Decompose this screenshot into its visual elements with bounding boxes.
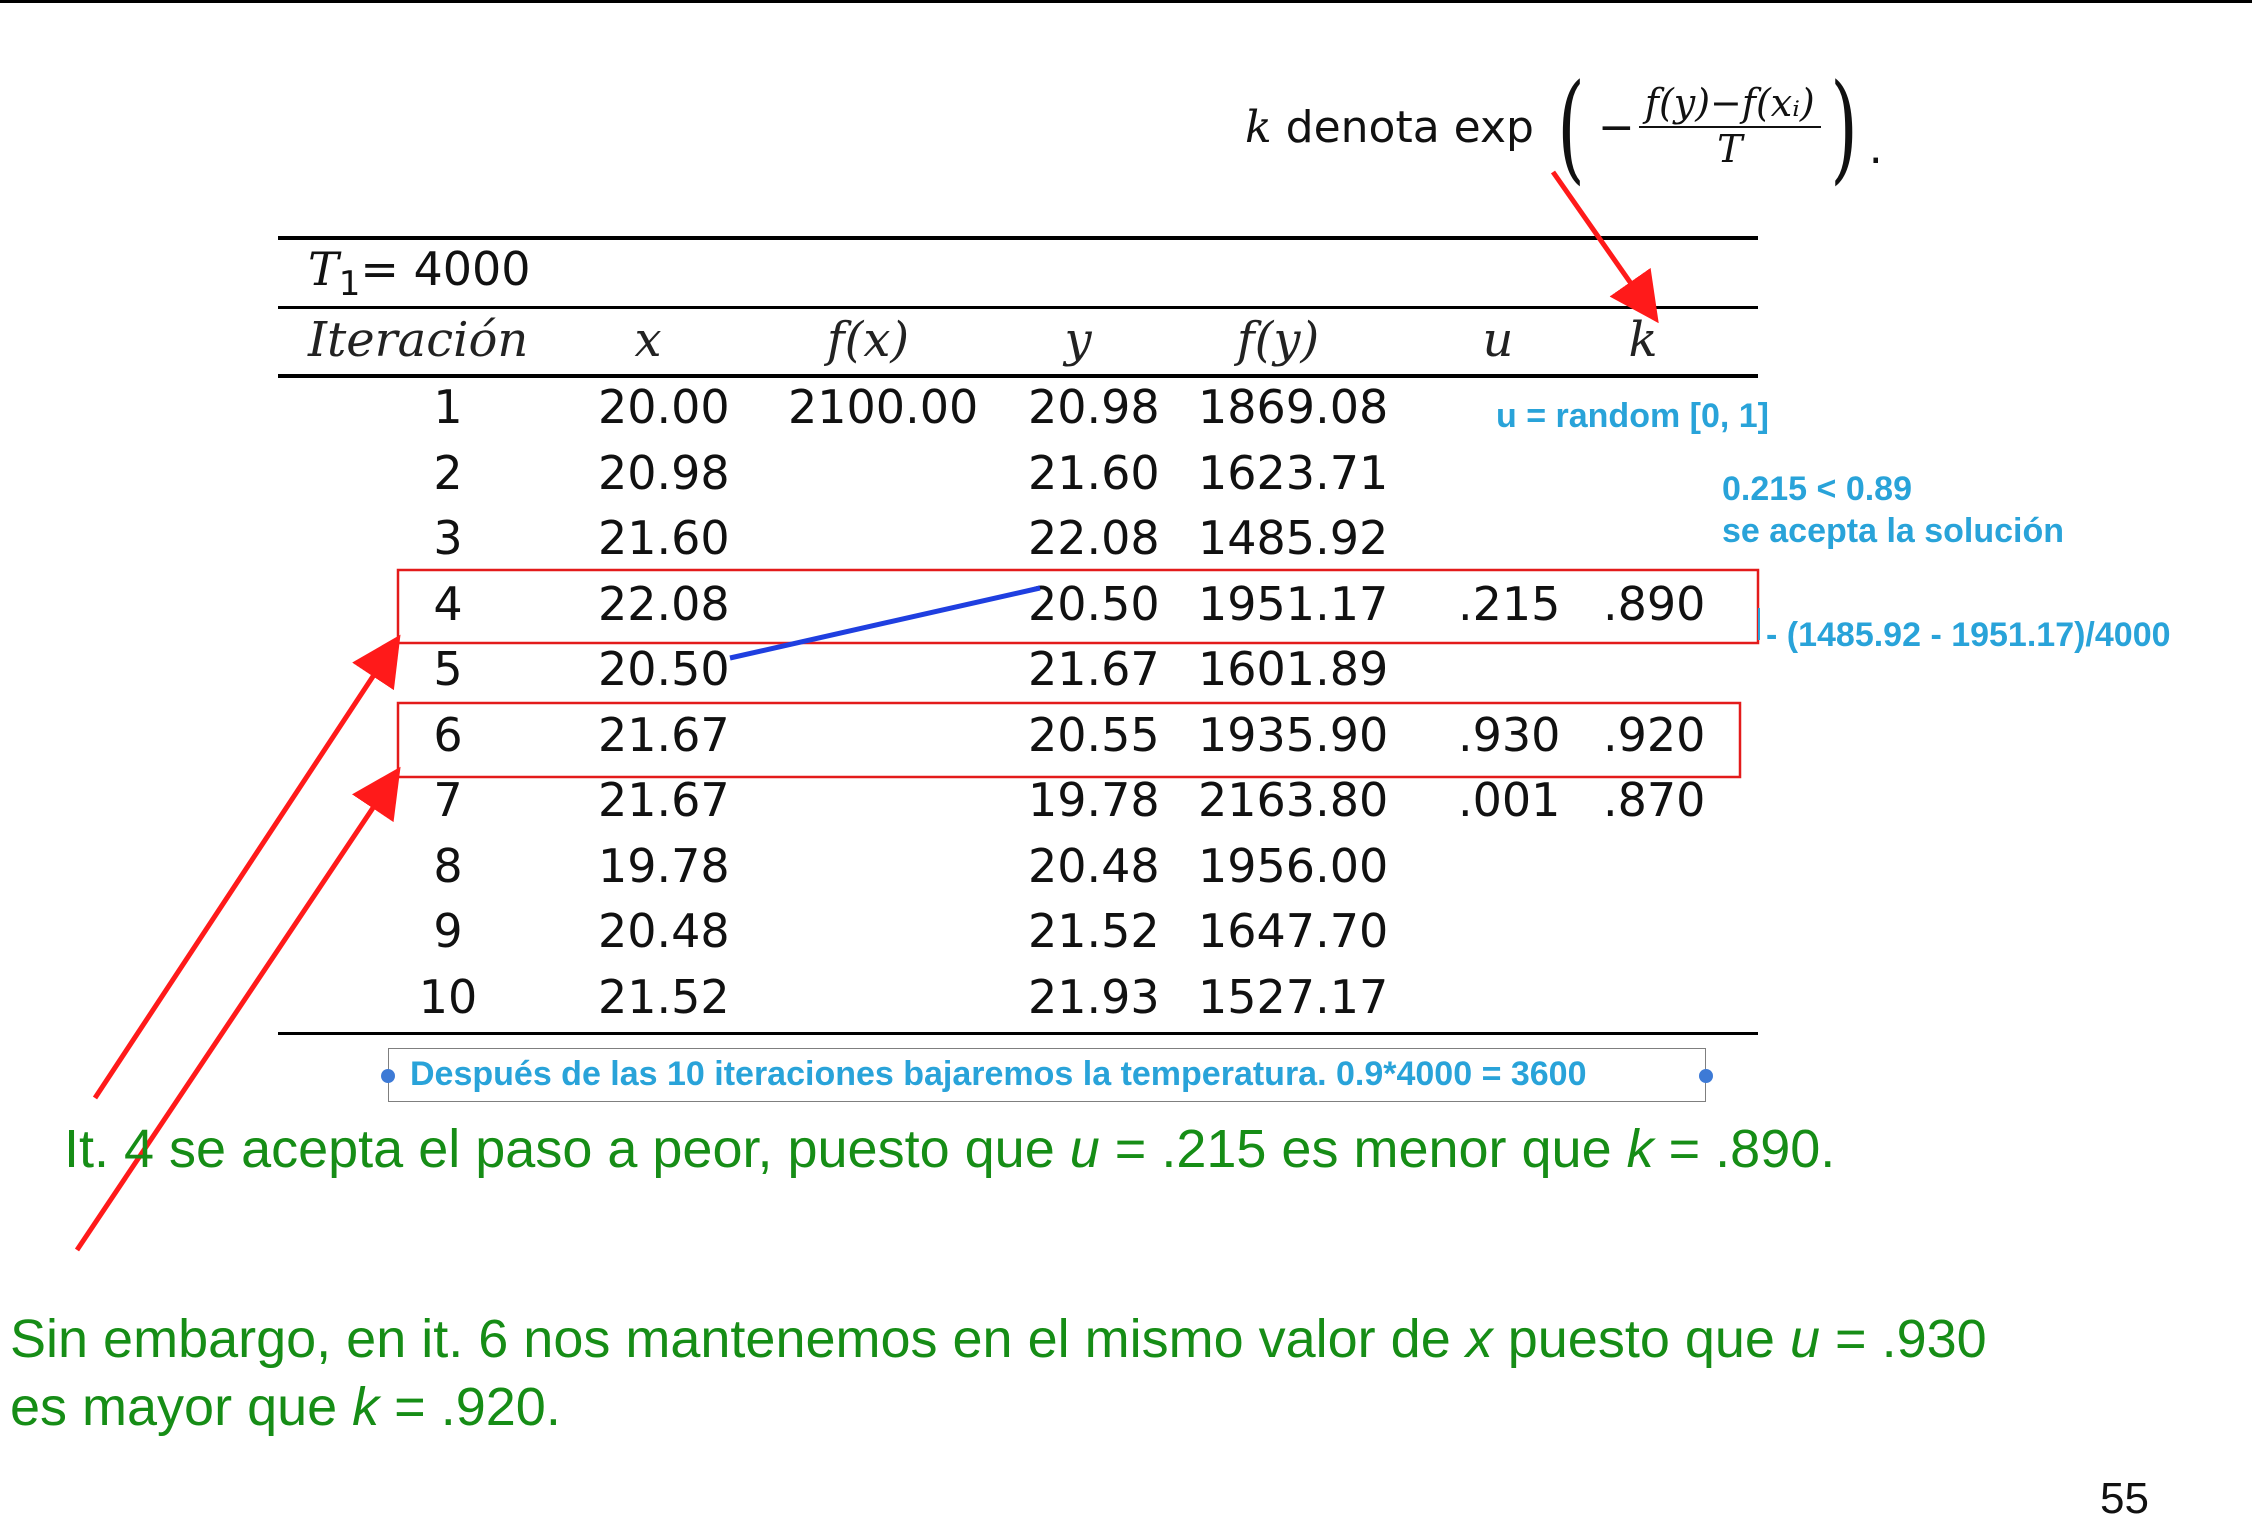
cell-u-row-7: .001 — [1458, 773, 1561, 827]
cell-x-row-4: 22.08 — [598, 576, 730, 631]
cell-y-row-1: 20.98 — [1028, 380, 1160, 434]
cell-iteration-row-1: 1 — [433, 380, 463, 434]
cell-fy-row-10: 1527.17 — [1198, 969, 1389, 1024]
cell-x-row-3: 21.60 — [598, 511, 730, 565]
header-k: k — [1628, 312, 1658, 368]
cell-iteration-row-5: 5 — [433, 642, 463, 696]
formula-numerator: f(y)−f(xᵢ) — [1638, 83, 1821, 128]
header-y: y — [1064, 312, 1092, 368]
header-fx: f(x) — [826, 312, 910, 368]
table-bottom-rule — [278, 1032, 1758, 1035]
header-fy: f(y) — [1236, 312, 1320, 368]
bottom-note: Después de las 10 iteraciones bajaremos … — [410, 1055, 1587, 1093]
left-paren: ( — [1557, 58, 1585, 196]
cell-fy-row-4: 1951.17 — [1198, 576, 1389, 631]
page-number: 55 — [2100, 1474, 2149, 1523]
cell-fx-row-1: 2100.00 — [788, 380, 979, 434]
formula-word: denota exp — [1285, 101, 1534, 153]
cell-x-row-9: 20.48 — [598, 904, 730, 958]
cell-iteration-row-9: 9 — [433, 904, 463, 958]
cell-fy-row-8: 1956.00 — [1198, 838, 1389, 893]
arrow-to-row-4 — [92, 634, 401, 1100]
cell-k-row-6: .920 — [1603, 707, 1706, 762]
explanation-line-1: It. 4 se acepta el paso a peor, puesto q… — [64, 1119, 1836, 1179]
cell-iteration-row-7: 7 — [433, 773, 463, 827]
cell-x-row-8: 19.78 — [598, 838, 730, 893]
cell-y-row-6: 20.55 — [1028, 707, 1160, 762]
cell-x-row-7: 21.67 — [598, 773, 730, 827]
selection-handle-left[interactable] — [381, 1069, 395, 1083]
cell-iteration-row-10: 10 — [418, 969, 478, 1024]
cell-y-row-9: 21.52 — [1028, 904, 1160, 958]
table-header-top-rule — [278, 306, 1758, 309]
cell-y-row-2: 21.60 — [1028, 445, 1160, 500]
cell-u-row-4: .215 — [1458, 576, 1561, 631]
cell-x-row-5: 20.50 — [598, 642, 730, 696]
top-rule — [0, 0, 2252, 3]
cell-fy-row-7: 2163.80 — [1198, 773, 1389, 827]
cell-y-row-3: 22.08 — [1028, 511, 1160, 565]
table-header-bottom-rule — [278, 374, 1758, 378]
formula-fraction: f(y)−f(xᵢ) T — [1638, 83, 1821, 171]
formula-minus: − — [1598, 101, 1635, 153]
header-u: u — [1482, 312, 1514, 368]
exponent-note: - (1485.92 - 1951.17)/4000 — [1766, 616, 2171, 654]
k-formula: k denota exp ( − f(y)−f(xᵢ) T ) . — [1245, 62, 1883, 192]
cell-k-row-4: .890 — [1603, 576, 1706, 631]
cell-y-row-8: 20.48 — [1028, 838, 1160, 893]
compare-note: 0.215 < 0.89 — [1722, 470, 1913, 508]
u-random-note: u = random [0, 1] — [1496, 397, 1769, 435]
formula-period: . — [1868, 123, 1883, 174]
cell-iteration-row-6: 6 — [433, 707, 463, 762]
selection-handle-right[interactable] — [1699, 1069, 1713, 1083]
right-paren: ) — [1829, 58, 1858, 196]
cell-fy-row-9: 1647.70 — [1198, 904, 1389, 958]
cell-y-row-7: 19.78 — [1028, 773, 1160, 827]
cell-fy-row-5: 1601.89 — [1198, 642, 1389, 696]
cell-fy-row-1: 1869.08 — [1198, 380, 1389, 434]
cell-fy-row-2: 1623.71 — [1198, 445, 1389, 500]
explanation-line-2: Sin embargo, en it. 6 nos mantenemos en … — [10, 1309, 1987, 1369]
cell-x-row-10: 21.52 — [598, 969, 730, 1024]
explanation-line-3: es mayor que k = .920. — [10, 1377, 561, 1437]
cell-x-row-2: 20.98 — [598, 445, 730, 500]
link-line-y4-to-x5 — [729, 585, 1041, 661]
cell-x-row-1: 20.00 — [598, 380, 730, 434]
cell-iteration-row-8: 8 — [433, 838, 463, 893]
cell-fy-row-3: 1485.92 — [1198, 511, 1389, 565]
header-x: x — [634, 312, 662, 368]
cell-x-row-6: 21.67 — [598, 707, 730, 762]
cell-k-row-7: .870 — [1603, 773, 1706, 827]
cell-iteration-row-3: 3 — [433, 511, 463, 565]
cell-iteration-row-4: 4 — [433, 576, 463, 631]
table-top-rule — [278, 236, 1758, 240]
cell-u-row-6: .930 — [1458, 707, 1561, 762]
formula-k: k — [1245, 101, 1272, 153]
cell-y-row-4: 20.50 — [1028, 576, 1160, 631]
accept-note: se acepta la solución — [1722, 512, 2065, 550]
cell-y-row-5: 21.67 — [1028, 642, 1160, 696]
formula-denominator: T — [1717, 127, 1743, 171]
cell-iteration-row-2: 2 — [433, 445, 463, 500]
header-iteracion: Iteración — [308, 312, 529, 368]
cell-y-row-10: 21.93 — [1028, 969, 1160, 1024]
cell-fy-row-6: 1935.90 — [1198, 707, 1389, 762]
temperature-label: T1= 4000 — [308, 242, 531, 305]
